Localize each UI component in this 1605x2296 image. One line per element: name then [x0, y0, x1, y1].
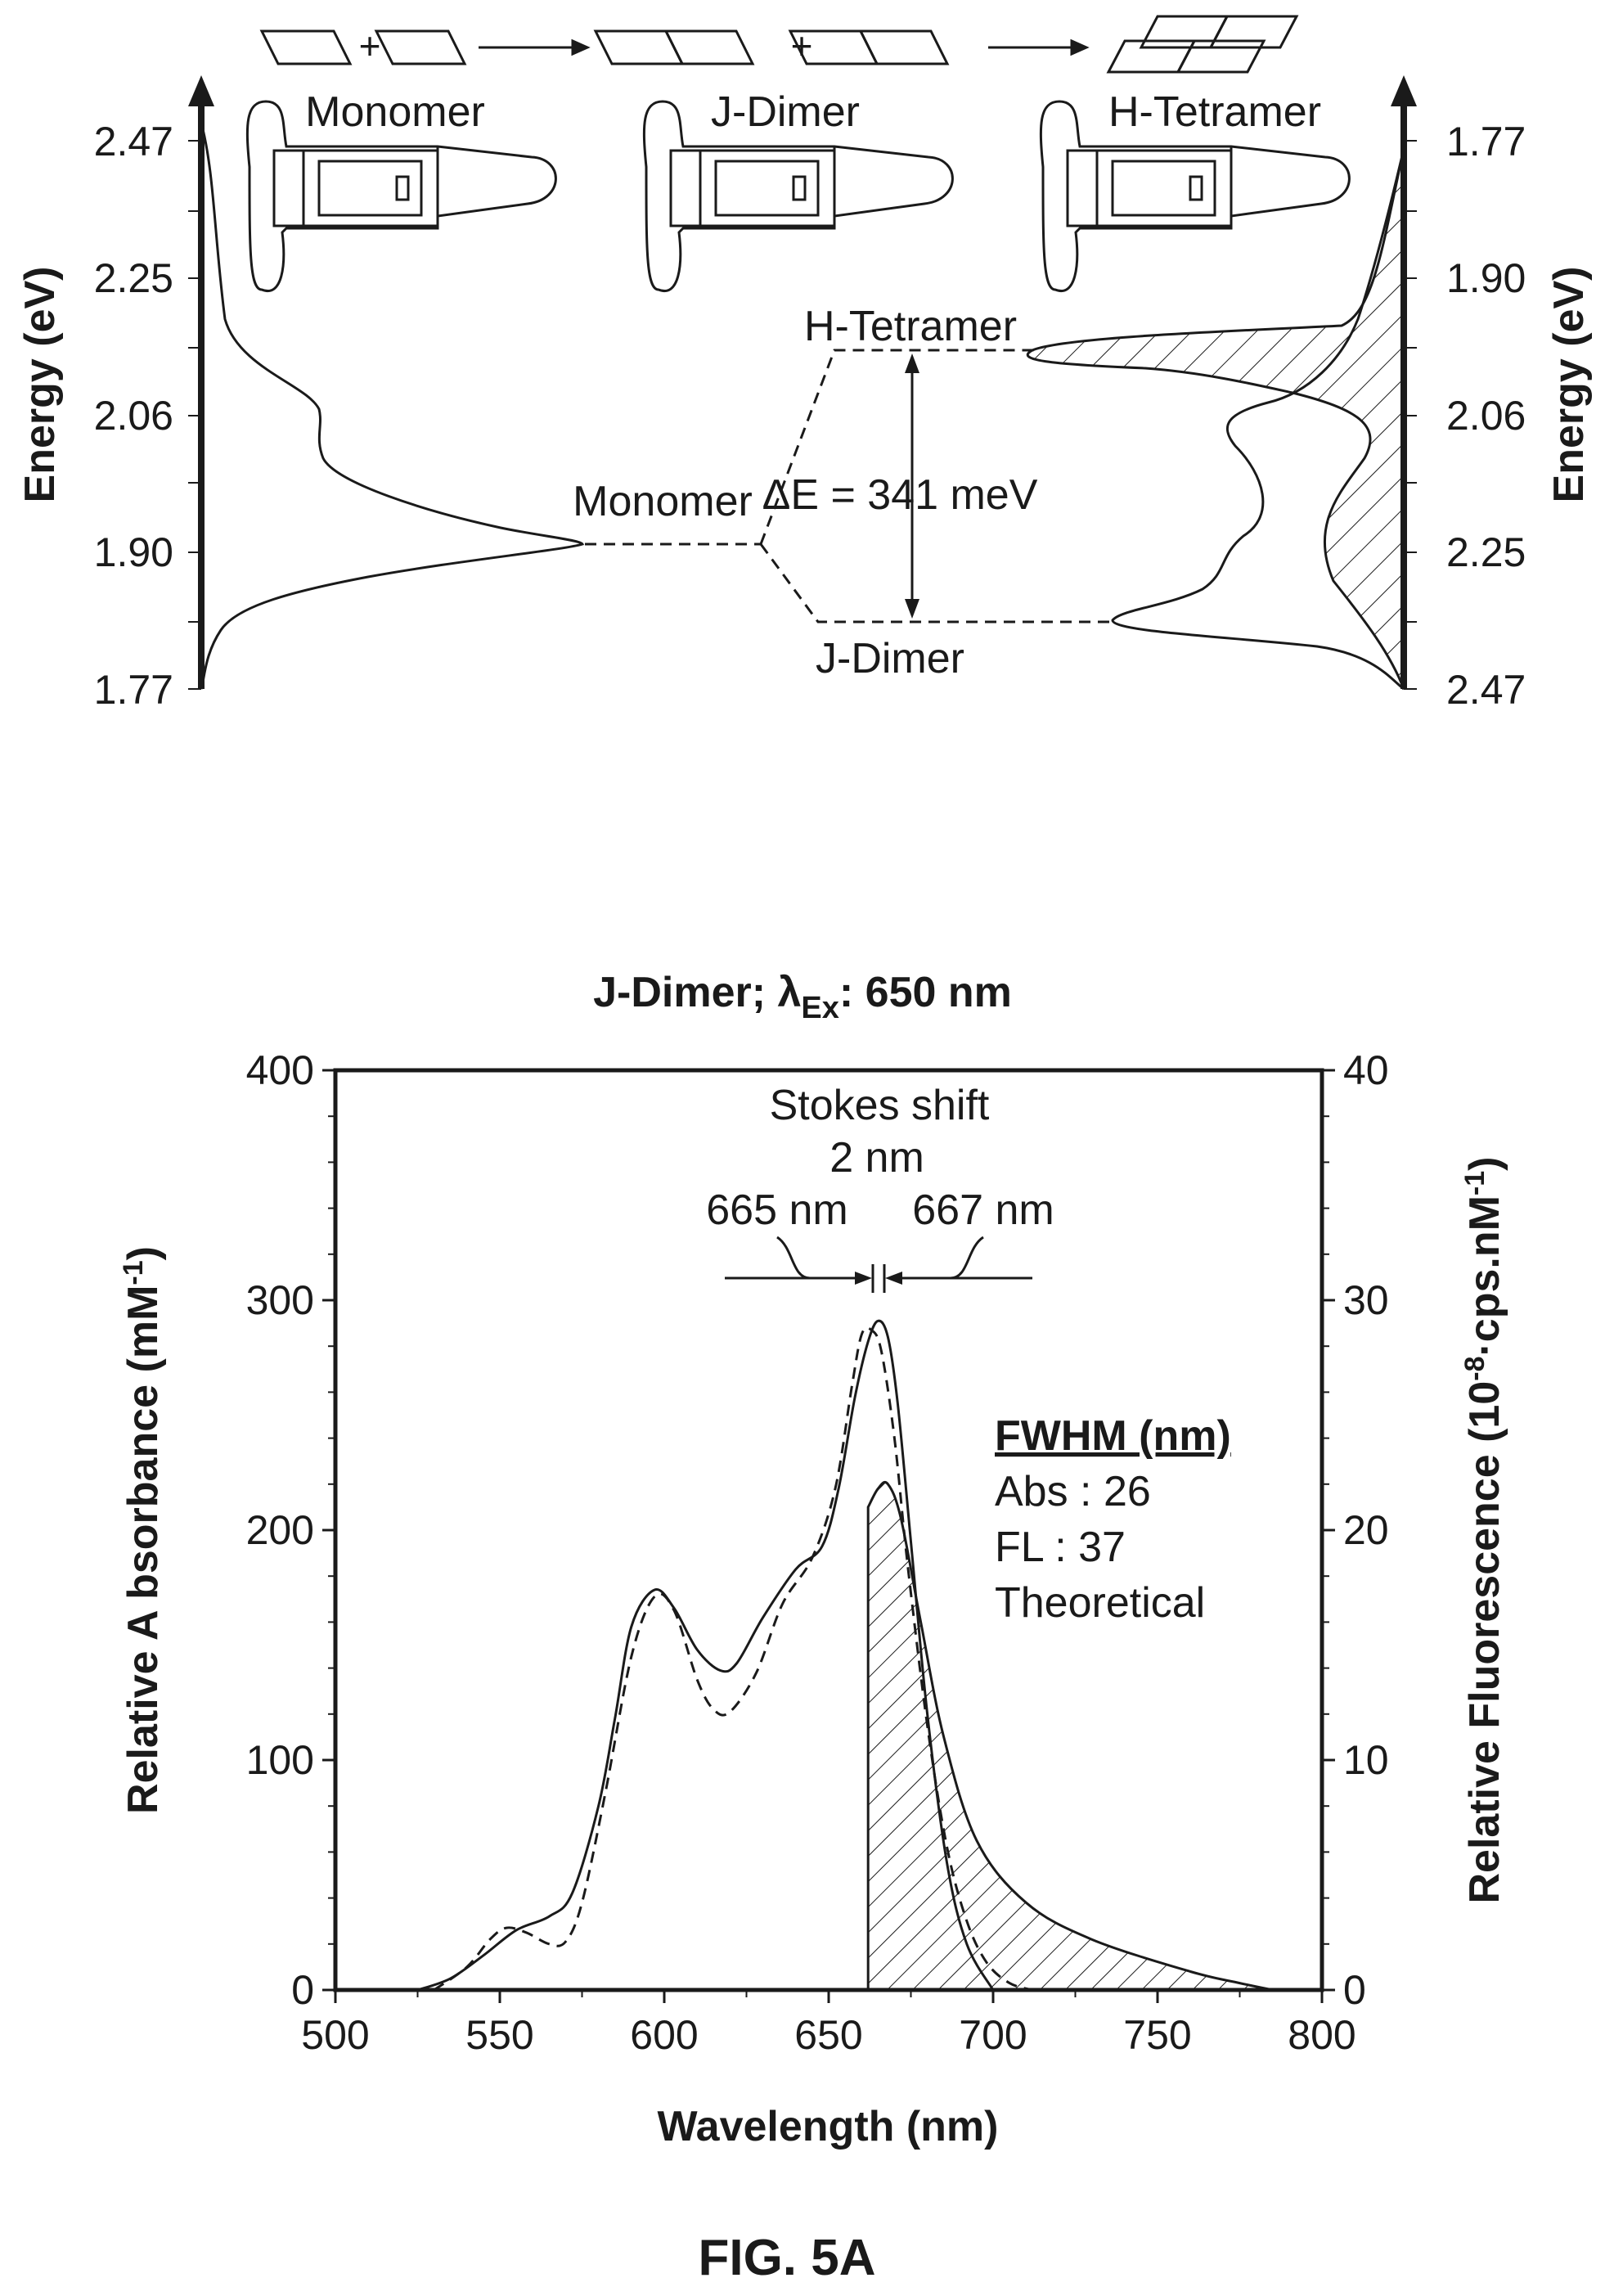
fwhm-title: FWHM (nm)	[995, 1412, 1231, 1460]
energy-axis-left: 2.47 2.25 2.06 1.90 1.77 Energy (eV)	[16, 75, 214, 713]
chart-title: J-Dimer; λEx: 650 nm	[593, 969, 1012, 1025]
stage-label-j-dimer: J-Dimer	[711, 88, 860, 136]
series-line-solid	[417, 1319, 995, 1992]
energy-axis-right: 1.77 1.90 2.06 2.25 2.47 Energy (eV)	[1391, 75, 1593, 713]
y2-tick-label: 0	[1343, 1967, 1366, 2013]
molecule-icon	[642, 100, 954, 293]
left-axis-label: Energy (eV)	[16, 267, 64, 503]
molecule-icon	[1039, 100, 1351, 293]
y2-axis-label: Relative Fluorescence (10-8·cps.nM-1)	[1459, 1156, 1508, 1903]
tetramer-spectrum	[1026, 148, 1405, 690]
right-tick-2-47: 2.47	[1446, 667, 1526, 713]
right-tick-1-90: 1.90	[1446, 255, 1526, 301]
x-tick-label: 500	[301, 2012, 369, 2058]
level-label-j-dimer: J-Dimer	[816, 635, 964, 682]
square-tile-icon	[663, 29, 755, 65]
y-tick-label: 300	[246, 1277, 314, 1323]
ticks-layer: 500 550 600 650 700 750 8000100200300400010203…	[246, 1047, 1389, 2058]
peak-fl-label: 667 nm	[912, 1186, 1054, 1234]
left-tick-1-90: 1.90	[94, 529, 173, 575]
left-tick-2-25: 2.25	[94, 255, 173, 301]
y-tick-label: 400	[246, 1047, 314, 1093]
left-tick-2-47: 2.47	[94, 119, 173, 164]
lines-layer	[417, 1319, 1033, 1992]
delta-e-label: ΔE = 341 meV	[762, 471, 1038, 519]
x-tick-label: 750	[1123, 2012, 1191, 2058]
right-tick-1-77: 1.77	[1446, 119, 1526, 164]
right-tick-2-25: 2.25	[1446, 529, 1526, 575]
stokes-shift-value: 2 nm	[829, 1134, 924, 1182]
assembly-scheme	[259, 15, 1299, 74]
stage-label-h-tetramer: H-Tetramer	[1108, 88, 1321, 136]
left-tick-2-06: 2.06	[94, 393, 173, 439]
y-axis-label: Relative A bsorbance (mM-1)	[118, 1246, 167, 1814]
dimer-spectrum	[1111, 148, 1405, 691]
arrow-up-icon	[1391, 75, 1417, 106]
arrow-up-icon	[188, 75, 214, 106]
square-tile-icon	[259, 29, 353, 65]
hatch-area-layer	[866, 1480, 1274, 1992]
monomer-spectrum	[200, 122, 585, 690]
y2-tick-label: 10	[1343, 1737, 1389, 1783]
stokes-shift-title: Stokes shift	[770, 1082, 990, 1129]
x-axis-label: Wavelength (nm)	[658, 2103, 999, 2150]
y-tick-label: 0	[291, 1967, 314, 2013]
plus-sign: +	[359, 25, 381, 67]
peak-abs-label: 665 nm	[706, 1186, 847, 1234]
stage-label-monomer: Monomer	[305, 88, 485, 136]
x-tick-label: 800	[1288, 2012, 1355, 2058]
right-tick-2-06: 2.06	[1446, 393, 1526, 439]
fwhm-abs: Abs : 26	[995, 1468, 1151, 1515]
x-tick-label: 600	[630, 2012, 698, 2058]
square-tile-icon	[1208, 15, 1299, 49]
fwhm-fl: FL : 37	[995, 1524, 1126, 1571]
fluorescence-area	[866, 1480, 1274, 1992]
plus-sign: +	[791, 25, 813, 67]
left-tick-1-77: 1.77	[94, 667, 173, 713]
energy-diagram: + + Monomer J-Dimer H-Tetramer	[16, 15, 1593, 713]
molecule-icon	[245, 100, 557, 293]
y2-tick-label: 20	[1343, 1507, 1389, 1553]
energy-levels	[585, 349, 1113, 624]
x-tick-label: 550	[465, 2012, 533, 2058]
level-label-h-tetramer: H-Tetramer	[804, 303, 1017, 350]
series-line-dashed	[433, 1326, 1033, 1992]
x-tick-label: 700	[959, 2012, 1027, 2058]
stokes-markers	[725, 1236, 1032, 1293]
right-axis-label: Energy (eV)	[1545, 267, 1593, 503]
figure-label: FIG. 5A	[698, 2230, 875, 2286]
y2-tick-label: 30	[1343, 1277, 1389, 1323]
square-tile-icon	[374, 29, 467, 65]
y-tick-label: 100	[246, 1737, 314, 1783]
square-tile-icon	[858, 29, 950, 65]
square-tile-icon	[1176, 39, 1266, 74]
y2-tick-label: 40	[1343, 1047, 1389, 1093]
x-tick-label: 650	[794, 2012, 862, 2058]
spectrum-chart: J-Dimer; λEx: 650 nm 500 550 600 650 700 750 8…	[118, 969, 1508, 2150]
y-tick-label: 200	[246, 1507, 314, 1553]
level-label-monomer: Monomer	[573, 478, 753, 525]
fwhm-note: Theoretical	[995, 1579, 1205, 1627]
